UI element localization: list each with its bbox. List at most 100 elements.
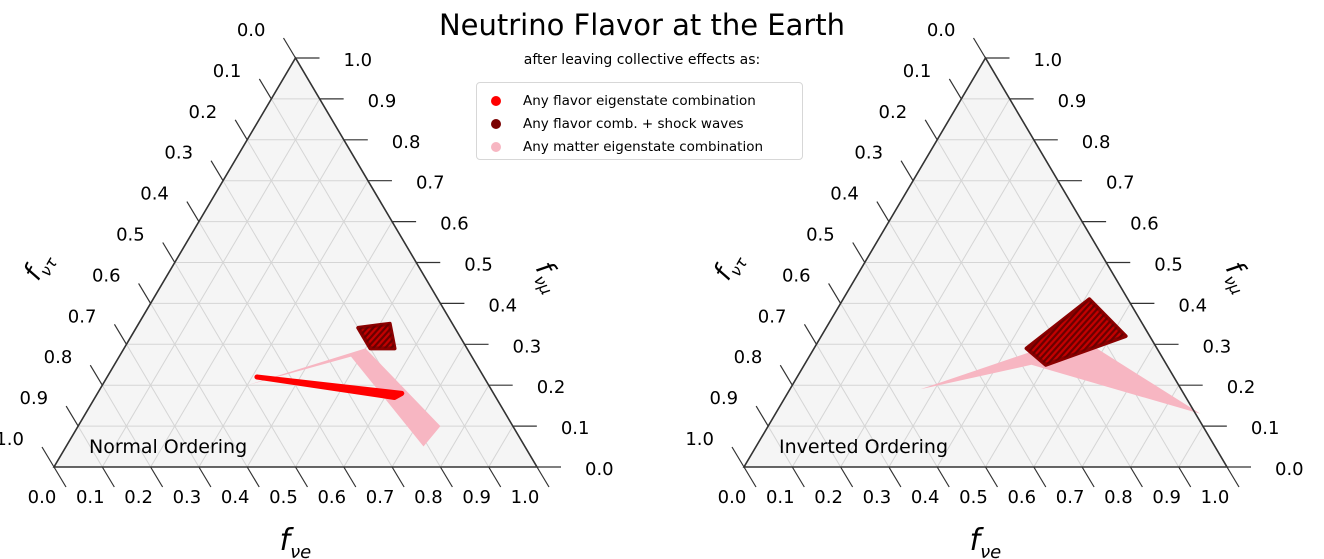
grid-line (488, 425, 514, 468)
grid-line (77, 425, 103, 468)
axis-label-subscript: νe (290, 542, 311, 559)
grid-line (101, 98, 321, 468)
grid-line (1081, 344, 1155, 468)
tick-label-left: 0.4 (830, 184, 859, 205)
tick (210, 160, 224, 182)
tick-label-right: 0.5 (464, 255, 493, 276)
legend-label: Any matter eigenstate combination (523, 139, 764, 155)
tick-label-left: 0.3 (164, 143, 193, 164)
hatch-line (470, 319, 501, 354)
tick-label-right: 0.3 (513, 336, 542, 357)
tick-label-right: 0.9 (1058, 91, 1087, 112)
tick-label-bottom: 0.5 (269, 487, 298, 508)
tick-label-bottom: 0.1 (766, 487, 795, 508)
tick (258, 78, 272, 100)
axis-label-right: fνμ (525, 257, 569, 298)
tick (53, 466, 67, 488)
tick (791, 466, 805, 488)
axis-label-subscript: νμ (530, 272, 556, 298)
axis-label-left: fντ (708, 246, 751, 287)
tick-label-left: 0.5 (806, 225, 835, 246)
grid-line (174, 262, 296, 468)
ternary-panel-inverted: 0.0 0.0 0.0 0.1 0.1 0.1 0.2 0.2 0.2 0.3 0.3 0.3 0.4 0… (685, 20, 1303, 559)
hatch-line (1029, 299, 1100, 365)
tick-label-left: 0.8 (734, 347, 763, 368)
tick (488, 466, 502, 488)
ternary-panel-normal: 0.0 0.0 0.0 0.1 0.1 0.1 0.2 0.2 0.2 0.3 0.3 0.3 0.4 0… (0, 20, 614, 559)
tick-label-left: 0.7 (68, 306, 97, 327)
legend-item-shock: Any flavor comb. + shock waves (491, 114, 744, 134)
tick-label-left: 0.0 (927, 20, 956, 41)
tick (162, 242, 176, 263)
tick-label-left: 0.4 (140, 184, 169, 205)
tick-label-left: 0.7 (758, 306, 787, 327)
tick (439, 466, 453, 488)
tick (984, 466, 999, 488)
tick (1033, 466, 1047, 488)
grid-line (391, 344, 465, 468)
tick (343, 466, 357, 488)
tick (65, 405, 79, 427)
grid-line (912, 180, 1083, 468)
tick-label-right: 0.2 (537, 377, 566, 398)
hatch-line (385, 323, 395, 349)
tick-label-left: 0.8 (44, 347, 73, 368)
hatch-line (1205, 294, 1273, 369)
tick-label-left: 0.6 (92, 265, 121, 286)
grid-line (295, 262, 417, 468)
tick-label-right: 0.9 (368, 91, 397, 112)
chart-subtitle: after leaving collective effects as: (523, 52, 761, 68)
tick-label-bottom: 0.0 (718, 487, 747, 508)
legend-marker-icon (491, 119, 501, 129)
hatch-line (373, 323, 395, 349)
tick (1178, 466, 1192, 488)
tick-label-right: 1.0 (344, 50, 373, 71)
tick (246, 466, 260, 488)
tick (743, 466, 757, 488)
tick-label-right: 0.0 (1275, 459, 1304, 480)
grid-line (816, 344, 890, 468)
tick-label-bottom: 0.0 (28, 487, 57, 508)
tick-label-bottom: 0.6 (1007, 487, 1036, 508)
flavor-eigenstate-region (254, 374, 405, 400)
tick-label-left: 0.9 (710, 388, 739, 409)
tick (852, 242, 866, 263)
tick-label-left: 0.6 (782, 265, 811, 286)
tick (536, 466, 550, 488)
legend-item-flavor: Any flavor eigenstate combination (491, 91, 756, 111)
tick-label-right: 0.4 (488, 295, 517, 316)
tick-label-right: 0.6 (440, 214, 469, 235)
tick-label-bottom: 0.2 (124, 487, 153, 508)
panel-annotation: Inverted Ordering (779, 436, 948, 458)
tick-label-left: 0.0 (237, 20, 266, 41)
grid-line (439, 384, 490, 468)
tick-label-bottom: 1.0 (1201, 487, 1230, 508)
tick (234, 119, 248, 141)
tick-label-left: 0.1 (903, 61, 932, 82)
tick (936, 466, 950, 488)
tick (391, 466, 405, 488)
hatch-line (1035, 299, 1106, 365)
hatch-line (1199, 294, 1267, 369)
tick-label-left: 0.2 (189, 102, 218, 123)
tick-marks (41, 37, 561, 488)
tick-label-right: 0.1 (561, 418, 590, 439)
tick (900, 160, 914, 182)
grid-line (198, 180, 369, 468)
tick-label-right: 0.5 (1154, 255, 1183, 276)
tick (803, 323, 817, 345)
grid-line (864, 262, 986, 468)
tick-label-bottom: 0.9 (462, 487, 491, 508)
tick-label-right: 0.6 (1130, 214, 1159, 235)
tick-marks (731, 37, 1251, 488)
tick (41, 446, 55, 468)
tick-label-left: 0.2 (879, 102, 908, 123)
tick-label-left: 0.9 (20, 388, 49, 409)
tick-label-bottom: 0.7 (1056, 487, 1085, 508)
tick-label-bottom: 0.1 (76, 487, 105, 508)
axis-label-subscript: ντ (726, 254, 752, 280)
axis-label-right: fνμ (1215, 257, 1259, 298)
tick (101, 466, 115, 488)
tick (888, 466, 902, 488)
